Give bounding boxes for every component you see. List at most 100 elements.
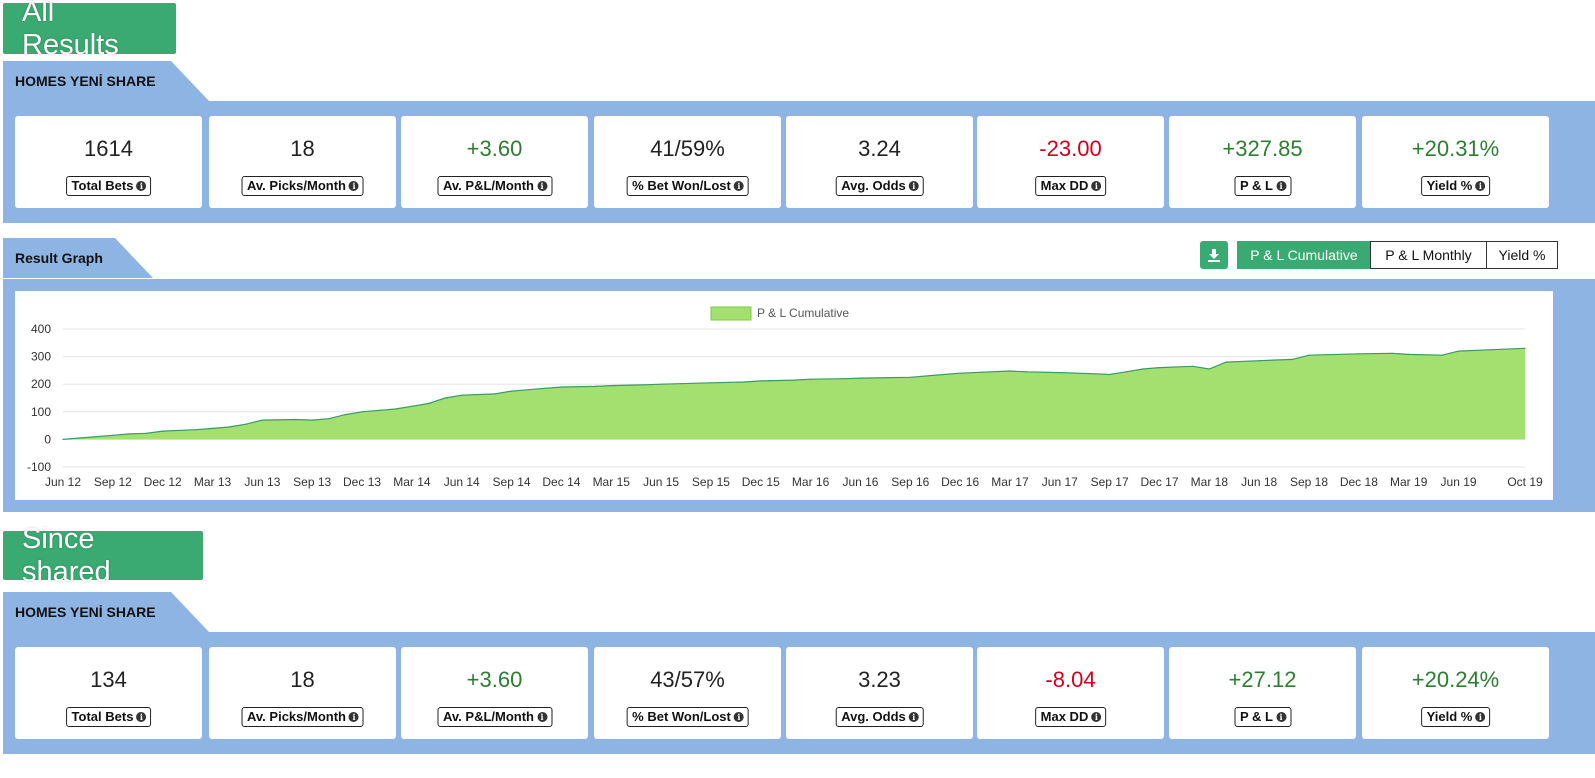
data-point — [527, 389, 529, 391]
info-icon[interactable]: i — [1091, 180, 1102, 191]
stat-label-text: Av. P&L/Month — [443, 709, 534, 724]
stat-label[interactable]: Avg. Odds i — [835, 707, 924, 727]
x-tick-label: Jun 15 — [643, 475, 679, 489]
data-point — [843, 378, 845, 380]
info-icon[interactable]: i — [908, 180, 919, 191]
stat-label[interactable]: Yield % i — [1420, 176, 1491, 196]
data-point — [128, 433, 131, 435]
info-icon[interactable]: i — [1091, 711, 1102, 722]
stat-label-text: Yield % — [1426, 178, 1473, 193]
stat-label[interactable]: Yield % i — [1420, 707, 1491, 727]
x-tick-label: Dec 14 — [542, 475, 580, 489]
stat-card: -8.04 Max DD i — [977, 647, 1164, 739]
stat-label[interactable]: % Bet Won/Lost i — [626, 707, 749, 727]
x-tick-label: Sep 17 — [1091, 475, 1129, 489]
stat-label[interactable]: Total Bets i — [65, 176, 152, 196]
x-tick-label: Jun 12 — [45, 475, 81, 489]
info-icon[interactable]: i — [136, 180, 147, 191]
info-icon[interactable]: i — [537, 711, 547, 722]
data-point — [79, 437, 81, 439]
info-icon[interactable]: i — [1276, 180, 1286, 191]
x-tick-label: Sep 15 — [692, 475, 730, 489]
stat-value: +3.60 — [466, 667, 523, 692]
x-tick-label: Dec 17 — [1140, 475, 1178, 489]
stat-label[interactable]: Av. Picks/Month i — [241, 176, 364, 196]
stat-label[interactable]: Max DD i — [1034, 707, 1107, 727]
stat-value: 3.23 — [858, 667, 901, 692]
since-shared-stats-panel: 134 Total Bets i 18 Av. Picks/Month i +3.60 Av.… — [3, 632, 1595, 754]
x-tick-label: Sep 12 — [94, 475, 132, 489]
stat-card: 3.23 Avg. Odds i — [786, 647, 973, 739]
series-line — [62, 347, 1526, 440]
stat-value: 3.24 — [858, 136, 901, 161]
data-point — [959, 372, 961, 374]
tab-pl-cumulative[interactable]: P & L Cumulative — [1237, 241, 1371, 269]
y-tick-label: 400 — [31, 322, 51, 336]
tab-pl-monthly[interactable]: P & L Monthly — [1370, 241, 1487, 269]
data-point — [112, 434, 114, 436]
stat-value: +20.24% — [1411, 667, 1500, 692]
x-tick-label: Sep 14 — [493, 475, 531, 489]
graph-view-tabs: P & L Cumulative P & L Monthly Yield % — [1237, 241, 1558, 269]
data-point — [461, 394, 463, 396]
data-point — [859, 377, 862, 379]
stat-label[interactable]: % Bet Won/Lost i — [626, 176, 749, 196]
x-tick-label: Mar 15 — [593, 475, 631, 489]
info-icon[interactable]: i — [733, 711, 744, 722]
y-tick-label: 300 — [31, 350, 51, 364]
stat-card: +3.60 Av. P&L/Month i — [401, 116, 588, 208]
data-point — [594, 385, 596, 388]
data-point — [1192, 365, 1194, 367]
data-point — [560, 386, 563, 388]
x-tick-label: Sep 18 — [1290, 475, 1328, 489]
stat-label-text: Avg. Odds — [841, 709, 906, 724]
stat-value: 134 — [90, 667, 127, 692]
tab-yield[interactable]: Yield % — [1486, 241, 1558, 269]
info-icon[interactable]: i — [348, 711, 359, 722]
download-button[interactable] — [1200, 241, 1228, 269]
info-icon[interactable]: i — [1276, 711, 1286, 722]
info-icon[interactable]: i — [1475, 180, 1486, 191]
stat-label[interactable]: Av. P&L/Month i — [437, 176, 552, 196]
info-icon[interactable]: i — [908, 711, 919, 722]
data-point — [1524, 347, 1526, 349]
data-point — [1308, 354, 1310, 356]
data-point — [1291, 358, 1294, 360]
data-point — [195, 429, 197, 431]
x-tick-label: Dec 16 — [941, 475, 979, 489]
stat-label[interactable]: Avg. Odds i — [835, 176, 924, 196]
data-point — [1225, 361, 1227, 363]
data-point — [1158, 367, 1161, 369]
data-point — [261, 419, 263, 421]
x-tick-label: Jun 19 — [1441, 475, 1477, 489]
all-results-section-tab: HOMES YENİ SHARE — [3, 61, 209, 101]
x-tick-label: Mar 19 — [1390, 475, 1428, 489]
stat-label-text: Max DD — [1040, 178, 1089, 193]
data-point — [1208, 368, 1210, 370]
data-point — [344, 413, 347, 416]
section-title: Result Graph — [15, 250, 103, 266]
info-icon[interactable]: i — [136, 711, 147, 722]
stat-label-text: Avg. Odds — [841, 178, 906, 193]
data-point — [294, 418, 297, 421]
stat-label[interactable]: Max DD i — [1034, 176, 1107, 196]
chart-area: 400 300 200 100 0 -100 Jun 12 Sep 12 Dec 12 Mar 1… — [15, 291, 1553, 500]
data-point — [411, 405, 413, 407]
stat-label[interactable]: Total Bets i — [65, 707, 152, 727]
stat-label[interactable]: Av. P&L/Month i — [437, 707, 552, 727]
result-graph-panel: 400 300 200 100 0 -100 Jun 12 Sep 12 Dec 12 Mar 1… — [3, 279, 1595, 512]
info-icon[interactable]: i — [733, 180, 744, 191]
data-point — [1009, 370, 1011, 372]
x-tick-label: Mar 18 — [1191, 475, 1229, 489]
info-icon[interactable]: i — [1475, 711, 1486, 722]
info-icon[interactable]: i — [537, 180, 547, 191]
data-point — [610, 384, 612, 387]
data-point — [643, 384, 646, 386]
stat-value: +3.60 — [466, 136, 523, 161]
stat-label[interactable]: Av. Picks/Month i — [241, 707, 364, 727]
x-tick-label: Mar 17 — [991, 475, 1029, 489]
stat-value: +27.12 — [1228, 667, 1297, 692]
info-icon[interactable]: i — [348, 180, 359, 191]
